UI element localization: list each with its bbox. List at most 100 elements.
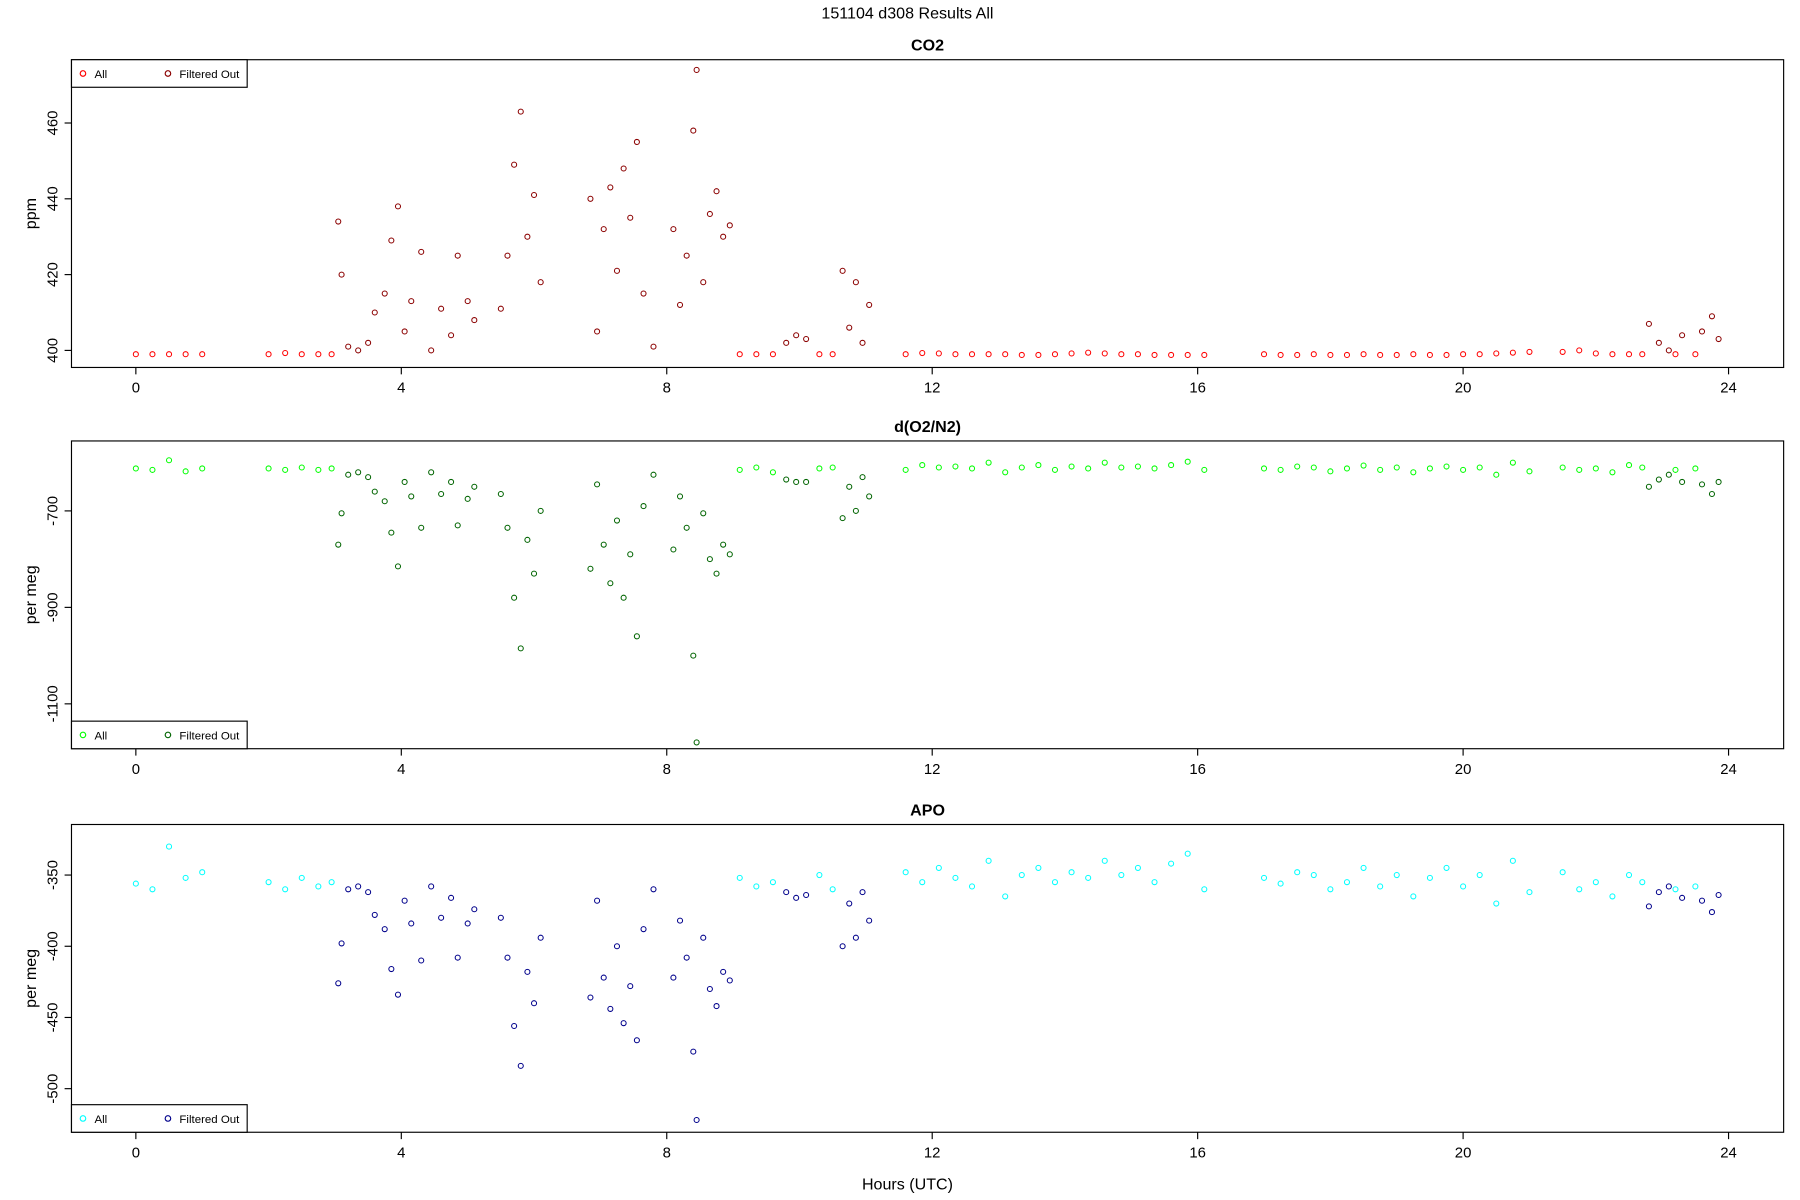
data-point bbox=[1410, 469, 1417, 476]
data-point bbox=[1260, 351, 1268, 358]
data-point bbox=[1692, 465, 1699, 472]
y-tick-label: -350 bbox=[45, 860, 62, 890]
data-point bbox=[1343, 879, 1351, 886]
data-point bbox=[537, 934, 544, 941]
data-point bbox=[839, 515, 846, 522]
data-point bbox=[338, 940, 345, 947]
data-point bbox=[265, 465, 272, 472]
x-tick-label: 16 bbox=[1189, 761, 1206, 778]
data-point bbox=[199, 465, 206, 472]
data-point bbox=[1665, 347, 1672, 354]
data-point bbox=[866, 917, 873, 924]
data-point bbox=[1576, 886, 1583, 893]
data-point bbox=[935, 350, 942, 357]
data-point bbox=[1592, 350, 1599, 357]
panel-title: CO2 bbox=[911, 37, 944, 55]
x-tick-label: 4 bbox=[397, 380, 405, 397]
data-point bbox=[1460, 466, 1467, 473]
data-point bbox=[504, 524, 511, 531]
data-point bbox=[1294, 351, 1301, 359]
data-point bbox=[816, 465, 823, 472]
data-point bbox=[713, 1003, 720, 1010]
data-point bbox=[1360, 864, 1367, 871]
data-point bbox=[315, 466, 322, 473]
data-point bbox=[594, 328, 601, 335]
data-point bbox=[803, 891, 810, 899]
data-point bbox=[613, 943, 621, 950]
data-point bbox=[650, 343, 657, 350]
data-point bbox=[793, 894, 800, 901]
data-point bbox=[839, 267, 846, 274]
data-point bbox=[726, 551, 733, 558]
data-point bbox=[1715, 891, 1722, 899]
data-point bbox=[1576, 466, 1583, 473]
data-point bbox=[783, 339, 790, 346]
data-point bbox=[1151, 879, 1158, 886]
data-point bbox=[1679, 478, 1686, 486]
legend-box bbox=[70, 720, 248, 750]
data-point bbox=[1476, 464, 1483, 471]
legend-label: Filtered Out bbox=[179, 69, 240, 81]
data-point bbox=[182, 874, 189, 881]
data-point bbox=[846, 483, 853, 490]
data-point bbox=[1018, 464, 1025, 471]
data-point bbox=[1068, 463, 1075, 470]
data-point bbox=[530, 1000, 538, 1007]
data-point bbox=[401, 478, 408, 486]
data-point bbox=[859, 339, 866, 346]
x-tick-label: 8 bbox=[663, 1145, 671, 1162]
data-point bbox=[530, 570, 538, 577]
x-tick-label: 4 bbox=[397, 761, 405, 778]
data-point bbox=[1559, 348, 1566, 355]
data-point bbox=[1460, 883, 1467, 890]
data-point bbox=[1592, 465, 1599, 472]
data-point bbox=[1051, 351, 1059, 358]
data-point bbox=[1672, 466, 1679, 473]
data-point bbox=[640, 503, 647, 510]
data-point bbox=[720, 541, 727, 548]
data-point bbox=[1068, 869, 1075, 876]
data-point bbox=[1708, 490, 1716, 498]
x-axis-label: Hours (UTC) bbox=[862, 1176, 953, 1194]
data-point bbox=[1559, 869, 1566, 876]
y-tick-label: 420 bbox=[45, 262, 62, 287]
legend-symbol bbox=[79, 731, 87, 739]
data-point bbox=[683, 524, 690, 531]
data-point bbox=[1426, 351, 1433, 359]
data-point bbox=[1526, 348, 1533, 355]
data-point bbox=[720, 968, 727, 975]
data-point bbox=[464, 495, 471, 502]
data-point bbox=[1698, 897, 1706, 904]
data-point bbox=[1592, 879, 1599, 886]
data-point bbox=[1151, 351, 1158, 359]
data-point bbox=[1343, 351, 1351, 359]
data-point bbox=[298, 874, 305, 881]
data-point bbox=[388, 966, 395, 973]
data-point bbox=[607, 580, 614, 587]
data-point bbox=[199, 869, 206, 876]
x-tick-label: 4 bbox=[397, 1145, 405, 1162]
data-point bbox=[438, 914, 445, 921]
data-point bbox=[700, 279, 707, 286]
data-point bbox=[829, 351, 836, 358]
data-point bbox=[1101, 857, 1108, 864]
data-point bbox=[650, 471, 657, 478]
data-point bbox=[454, 252, 461, 259]
data-point bbox=[1201, 886, 1208, 893]
data-point bbox=[852, 507, 859, 514]
data-point bbox=[1443, 351, 1450, 359]
data-point bbox=[1692, 883, 1699, 890]
data-point bbox=[693, 66, 700, 73]
data-point bbox=[394, 991, 402, 998]
data-point bbox=[1118, 464, 1125, 471]
data-point bbox=[1018, 351, 1025, 359]
data-point bbox=[935, 864, 942, 871]
data-point bbox=[753, 883, 760, 890]
data-point bbox=[1393, 464, 1400, 471]
data-point bbox=[464, 298, 471, 305]
data-point bbox=[968, 351, 976, 358]
data-point bbox=[633, 138, 640, 145]
data-point bbox=[627, 551, 634, 558]
